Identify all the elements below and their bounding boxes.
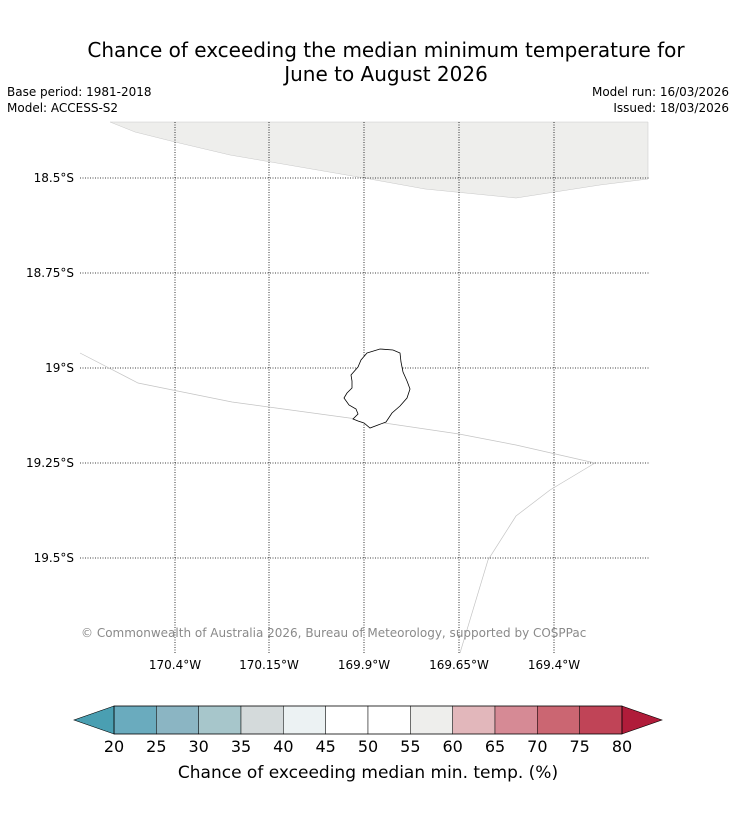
- colorbar-bin-60-65: [452, 705, 496, 735]
- lat-label-19-25: 19.25°S: [26, 456, 74, 470]
- colorbar-bin-65-70: [494, 705, 538, 735]
- boundary-lines: [79, 352, 596, 654]
- colorbar-bin-75-80: [579, 705, 623, 735]
- issued-date: Issued: 18/03/2026: [613, 101, 729, 115]
- model-run: Model run: 16/03/2026: [591, 85, 729, 99]
- colorbar-tick-labels: 20 25 30 35 40 45 50 55 60 65 70 75 80: [104, 737, 632, 756]
- chart-title: Chance of exceeding the median minimum t…: [0, 38, 736, 86]
- meta-left: Base period: 1981-2018 Model: ACCESS-S2: [7, 84, 152, 116]
- lat-label-18-75: 18.75°S: [26, 266, 74, 280]
- lat-label-18-5: 18.5°S: [34, 171, 74, 185]
- colorbar-tick-30: 30: [188, 737, 208, 756]
- lat-label-19: 19°S: [45, 361, 74, 375]
- copyright-notice: © Commonwealth of Australia 2026, Bureau…: [81, 626, 586, 640]
- colorbar-title: Chance of exceeding median min. temp. (%…: [178, 763, 558, 783]
- colorbar-tick-65: 65: [485, 737, 505, 756]
- meta-right: Model run: 16/03/2026 Issued: 18/03/2026: [592, 84, 729, 116]
- colorbar-bin-25-30: [156, 705, 199, 735]
- graticule: [80, 122, 649, 653]
- colorbar-frame: [113, 705, 623, 735]
- colorbar-bin-45-50: [325, 705, 369, 735]
- colorbar-tick-60: 60: [442, 737, 462, 756]
- colorbar-bin-50-55: [367, 705, 411, 735]
- colorbar-bin-35-40: [240, 705, 284, 735]
- base-period: Base period: 1981-2018: [7, 85, 152, 99]
- colorbar-tick-50: 50: [358, 737, 378, 756]
- island-niue: [343, 348, 411, 429]
- boundary-line-west: [79, 352, 596, 464]
- lon-label-170-15: 170.15°W: [239, 658, 299, 672]
- colorbar-tick-55: 55: [400, 737, 420, 756]
- title-line-2: June to August 2026: [284, 62, 488, 86]
- colorbar: 20 25 30 35 40 45 50 55 60 65 70 75 80 Chance of exc…: [73, 705, 663, 783]
- lon-label-169-4: 169.4°W: [528, 658, 580, 672]
- colorbar-bin-30-35: [198, 705, 242, 735]
- colorbar-over-arrow: [621, 705, 663, 735]
- colorbar-bins: [113, 705, 623, 735]
- model-name: Model: ACCESS-S2: [7, 101, 119, 115]
- colorbar-bin-55-60: [410, 705, 453, 735]
- colorbar-tick-75: 75: [569, 737, 589, 756]
- title-line-1: Chance of exceeding the median minimum t…: [87, 38, 685, 62]
- colorbar-tick-20: 20: [104, 737, 124, 756]
- colorbar-tick-40: 40: [273, 737, 293, 756]
- colorbar-tick-25: 25: [146, 737, 166, 756]
- colorbar-tick-35: 35: [231, 737, 251, 756]
- colorbar-tick-45: 45: [315, 737, 335, 756]
- latitude-labels: 18.5°S 18.75°S 19°S 19.25°S 19.5°S: [26, 171, 74, 565]
- colorbar-bin-20-25: [113, 705, 157, 735]
- colorbar-bin-40-45: [283, 705, 326, 735]
- lon-label-170-4: 170.4°W: [149, 658, 201, 672]
- shaded-region: [109, 121, 649, 199]
- colorbar-tick-70: 70: [527, 737, 547, 756]
- lon-label-169-9: 169.9°W: [338, 658, 390, 672]
- colorbar-bin-70-75: [537, 705, 580, 735]
- colorbar-under-arrow: [73, 705, 115, 735]
- boundary-line-south: [459, 462, 596, 654]
- colorbar-tick-80: 80: [612, 737, 632, 756]
- lat-label-19-5: 19.5°S: [34, 551, 74, 565]
- lon-label-169-65: 169.65°W: [429, 658, 489, 672]
- longitude-labels: 170.4°W 170.15°W 169.9°W 169.65°W 169.4°…: [149, 658, 580, 672]
